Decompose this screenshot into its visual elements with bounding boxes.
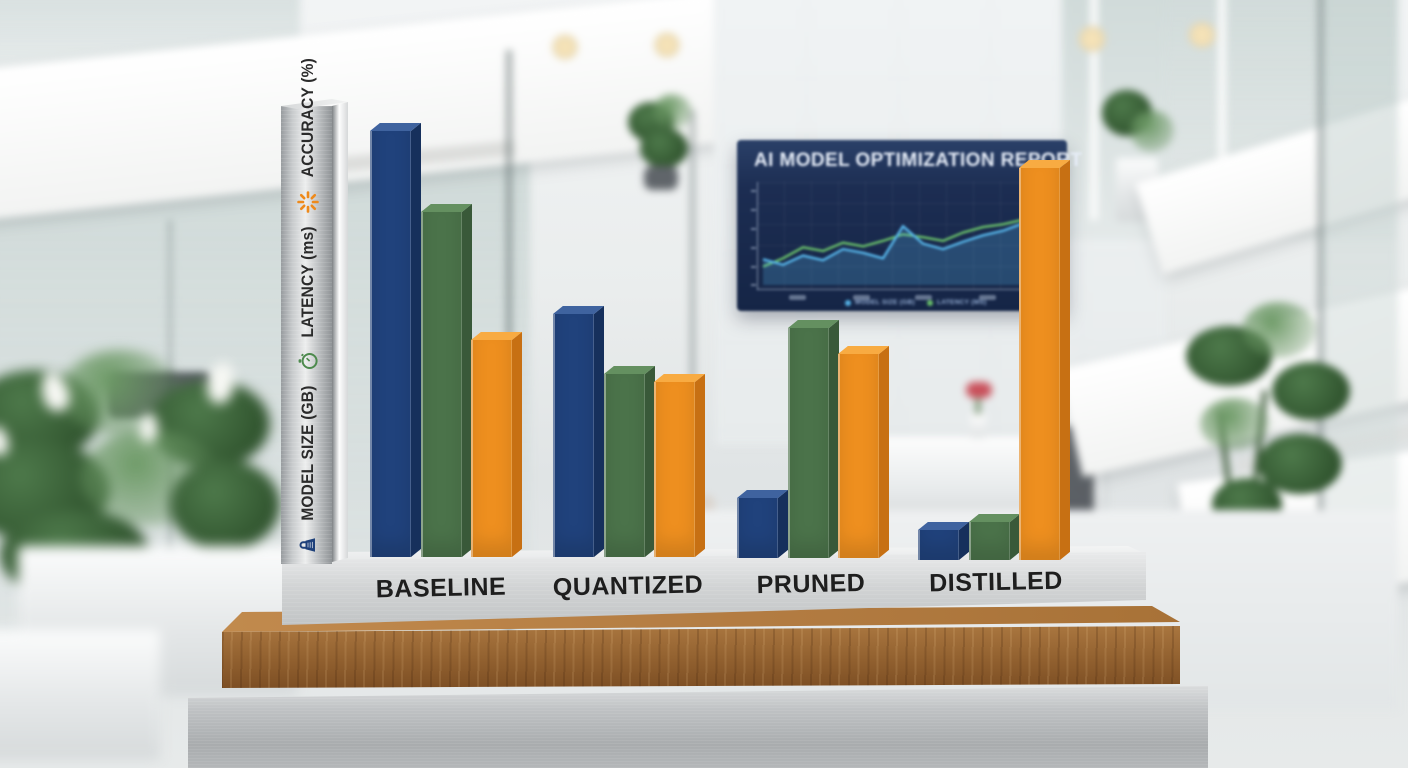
bar-distilled-model-size [918, 521, 969, 560]
legend-swatch [927, 299, 933, 306]
bar-quantized-model-size [553, 305, 604, 557]
peace-lily-leaves [170, 460, 280, 550]
legend-swatch [845, 299, 851, 306]
axis-column-side [332, 102, 348, 562]
glass-frame [1090, 0, 1098, 220]
bar-pruned-model-size [737, 489, 788, 558]
bar-pruned-latency [787, 319, 839, 558]
line-area-fill [763, 207, 1043, 285]
right-plant-leaves [1258, 434, 1342, 494]
sparkle-icon [297, 191, 319, 213]
balcony-plant-right [1130, 110, 1174, 152]
screen-chart-svg [762, 206, 1044, 285]
line-series [762, 206, 1044, 266]
axis-column-front [281, 106, 332, 564]
white-planter-box [0, 630, 160, 760]
screen-y-axis [757, 182, 758, 290]
screen-line-chart [751, 182, 1053, 300]
bar-face-front [1019, 168, 1060, 560]
screen-legend: MODEL SIZE (GB) LATENCY (MS) [845, 299, 987, 306]
door-frame [690, 110, 695, 550]
bar-baseline-latency [420, 203, 472, 557]
glass-mullion [1318, 0, 1323, 650]
flower-stem [976, 392, 980, 416]
x-tick-label [789, 295, 806, 300]
right-plant-leaves [1272, 362, 1350, 420]
balcony-plant [640, 128, 688, 168]
ceiling-light [1186, 22, 1218, 48]
legend-item: MODEL SIZE (GB) [845, 299, 915, 306]
stopwatch-icon [298, 353, 318, 370]
category-label-quantized: QUANTIZED [552, 570, 704, 602]
bar-distilled-accuracy [1019, 159, 1070, 560]
wood-plinth-front [222, 626, 1180, 688]
category-label-pruned: PRUNED [756, 568, 866, 600]
glass-frame [1218, 0, 1226, 200]
axis-labels-rail: MODEL SIZE (GB) LATENCY (ms) ACCURACY (%… [286, 58, 330, 560]
bar-distilled-latency [968, 513, 1020, 560]
bar-face-front [838, 354, 879, 558]
bar-face-front [918, 530, 959, 560]
line-series [762, 212, 1044, 268]
bar-baseline-accuracy [471, 331, 522, 557]
red-flowers [966, 382, 992, 398]
bar-face-front [787, 328, 829, 558]
bar-face-front [737, 498, 778, 558]
axis-column-cap [281, 99, 348, 109]
silver-pedestal [188, 686, 1208, 768]
ceiling-light [1076, 26, 1108, 52]
bar-pruned-accuracy [838, 345, 889, 558]
bar-face-front [968, 522, 1010, 560]
bar-quantized-accuracy [654, 373, 705, 557]
right-plant-leaves [1200, 398, 1270, 450]
category-label-baseline: BASELINE [375, 572, 507, 604]
legend-label: MODEL SIZE (GB) [855, 299, 915, 306]
ceiling-light [550, 34, 580, 60]
bar-baseline-model-size [370, 122, 421, 557]
x-tick-label [915, 295, 932, 300]
right-plant-leaves [1242, 302, 1316, 358]
bar-face-front [471, 340, 512, 557]
bar-face-front [603, 374, 645, 557]
bar-quantized-latency [603, 365, 655, 557]
legend-item: LATENCY (MS) [927, 299, 987, 306]
screen-title: AI MODEL OPTIMIZATION REPORT [754, 150, 1083, 171]
bar-face-front [654, 382, 695, 557]
category-label-distilled: DISTILLED [928, 566, 1064, 598]
x-tick-label [853, 295, 870, 300]
weight-icon [299, 538, 315, 552]
bar-face-front [370, 131, 411, 557]
plant-pot [644, 166, 678, 190]
legend-label: LATENCY (MS) [937, 299, 987, 306]
balcony-plant [652, 94, 692, 130]
screen-x-axis [757, 289, 1053, 290]
flower-vase [970, 414, 986, 438]
x-tick-label [979, 295, 996, 300]
bar-face-front [420, 212, 462, 557]
bar-face-front [553, 314, 594, 557]
wall-display: AI MODEL OPTIMIZATION REPORT MODEL SIZE … [737, 140, 1082, 311]
ceiling-light [652, 32, 682, 58]
